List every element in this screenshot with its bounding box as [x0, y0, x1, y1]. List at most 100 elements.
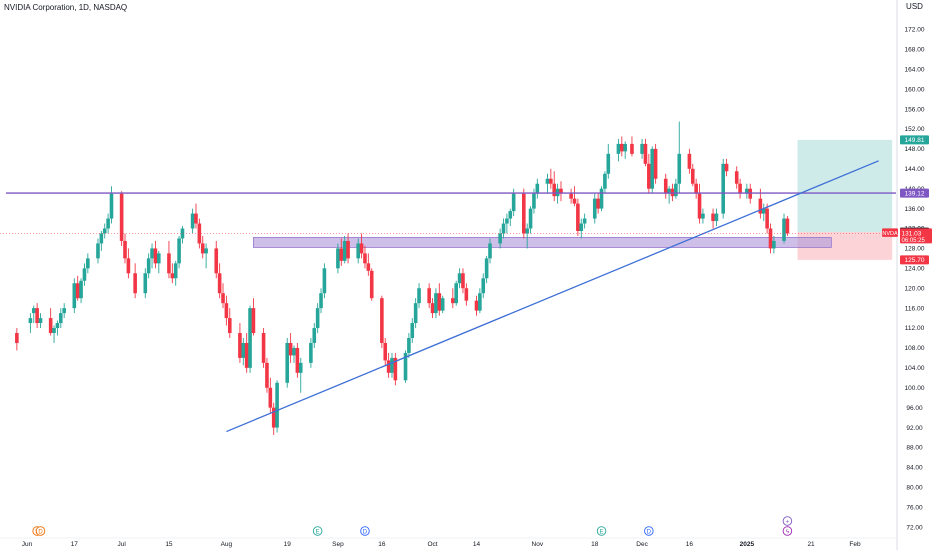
time-axis[interactable]: Jun 17 Jul 15 Aug 19 Sep 16 Oct 14 Nov 18 Dec 16 2025 2… [0, 537, 897, 548]
candle-body [603, 173, 607, 189]
candle [106, 213, 110, 234]
candle [417, 283, 421, 309]
candle-body [356, 243, 360, 259]
candle-body [417, 288, 421, 304]
symbol-tag-bg [882, 228, 898, 237]
candle [298, 357, 303, 393]
candle [724, 158, 729, 177]
candle-body [298, 362, 303, 373]
price-tick-label: 88.00 [906, 445, 923, 452]
candle-body [31, 308, 36, 314]
candle-body [55, 323, 60, 329]
candle [143, 268, 148, 299]
candle-body [72, 283, 77, 309]
candle-body [768, 228, 773, 249]
candle [150, 243, 154, 269]
candle [592, 193, 597, 224]
time-tick-label: Sep [332, 541, 344, 548]
price-tick-label: 168.00 [905, 47, 925, 54]
candle-body [244, 342, 249, 368]
event-markers[interactable]: SDEDED+ϟ [32, 516, 793, 536]
candle [498, 228, 502, 249]
candle [62, 303, 66, 319]
candle [190, 208, 195, 234]
candle-body [410, 323, 415, 338]
candle [714, 208, 719, 227]
candle [52, 325, 56, 343]
candle-body [265, 362, 269, 388]
candle-body [745, 188, 749, 194]
candle-body [79, 280, 83, 299]
candle [772, 235, 776, 254]
candle-body [738, 183, 742, 194]
candle-body [434, 293, 438, 314]
candle [569, 188, 573, 204]
news-marker-glyph: ϟ [786, 529, 790, 535]
candle-body [75, 283, 80, 299]
drawing-layer[interactable] [253, 139, 893, 260]
candle [528, 206, 533, 234]
candle [522, 188, 526, 239]
line-drawings[interactable] [0, 160, 896, 433]
candle [508, 208, 513, 227]
candle [285, 337, 290, 388]
candle [576, 198, 580, 236]
price-tag-target: 149.81 [900, 135, 929, 145]
candle-body [170, 273, 175, 279]
candle [427, 283, 431, 309]
candle [481, 273, 486, 299]
candle [126, 248, 131, 279]
candle [197, 218, 202, 249]
candle [549, 168, 553, 189]
price-tick-label: 100.00 [905, 385, 925, 392]
candle-body [285, 342, 290, 383]
candle [505, 213, 509, 234]
symbol-title[interactable]: NVIDIA Corporation, 1D, NASDAQ [4, 3, 128, 12]
candle [535, 178, 540, 199]
candle-body [616, 143, 621, 154]
candle-body [407, 337, 411, 353]
candle [640, 138, 644, 159]
candle [227, 308, 232, 338]
candle-body [478, 293, 482, 311]
candle-body [292, 347, 296, 356]
candle [58, 308, 63, 329]
candle-body [204, 248, 208, 254]
candle [214, 240, 219, 279]
ascending-trendline [226, 160, 879, 433]
candle-body [711, 213, 715, 222]
candle-body [221, 293, 225, 304]
time-tick-label: 2025 [740, 541, 755, 548]
price-axis[interactable]: 72.00 76.00 80.00 84.00 88.00 92.00 96.00 100.0… [896, 0, 932, 550]
candle [677, 121, 682, 194]
candle [319, 288, 323, 314]
candle-body [35, 308, 39, 324]
news-event-marker: + [782, 516, 793, 526]
candle [153, 240, 158, 269]
candle [572, 186, 577, 207]
currency-label[interactable]: USD [906, 2, 923, 11]
candle [697, 183, 702, 224]
candle [765, 203, 769, 234]
candle [315, 303, 320, 334]
candle-body [52, 328, 56, 334]
candle [173, 260, 178, 286]
candle [244, 333, 249, 373]
candle [79, 278, 83, 304]
candle [650, 146, 655, 194]
dividend-marker-circle [360, 526, 370, 536]
candle-body [552, 183, 557, 197]
candle-body [363, 253, 367, 264]
candle [461, 268, 465, 294]
candle [386, 352, 391, 378]
price-tag-level: 139.12 [900, 188, 929, 198]
candle-body [133, 273, 137, 294]
candle-body [734, 171, 739, 184]
candle-body [782, 218, 786, 241]
candle [457, 268, 462, 289]
candle [99, 230, 104, 251]
candle-body [173, 263, 178, 279]
candle-series[interactable] [15, 121, 790, 436]
